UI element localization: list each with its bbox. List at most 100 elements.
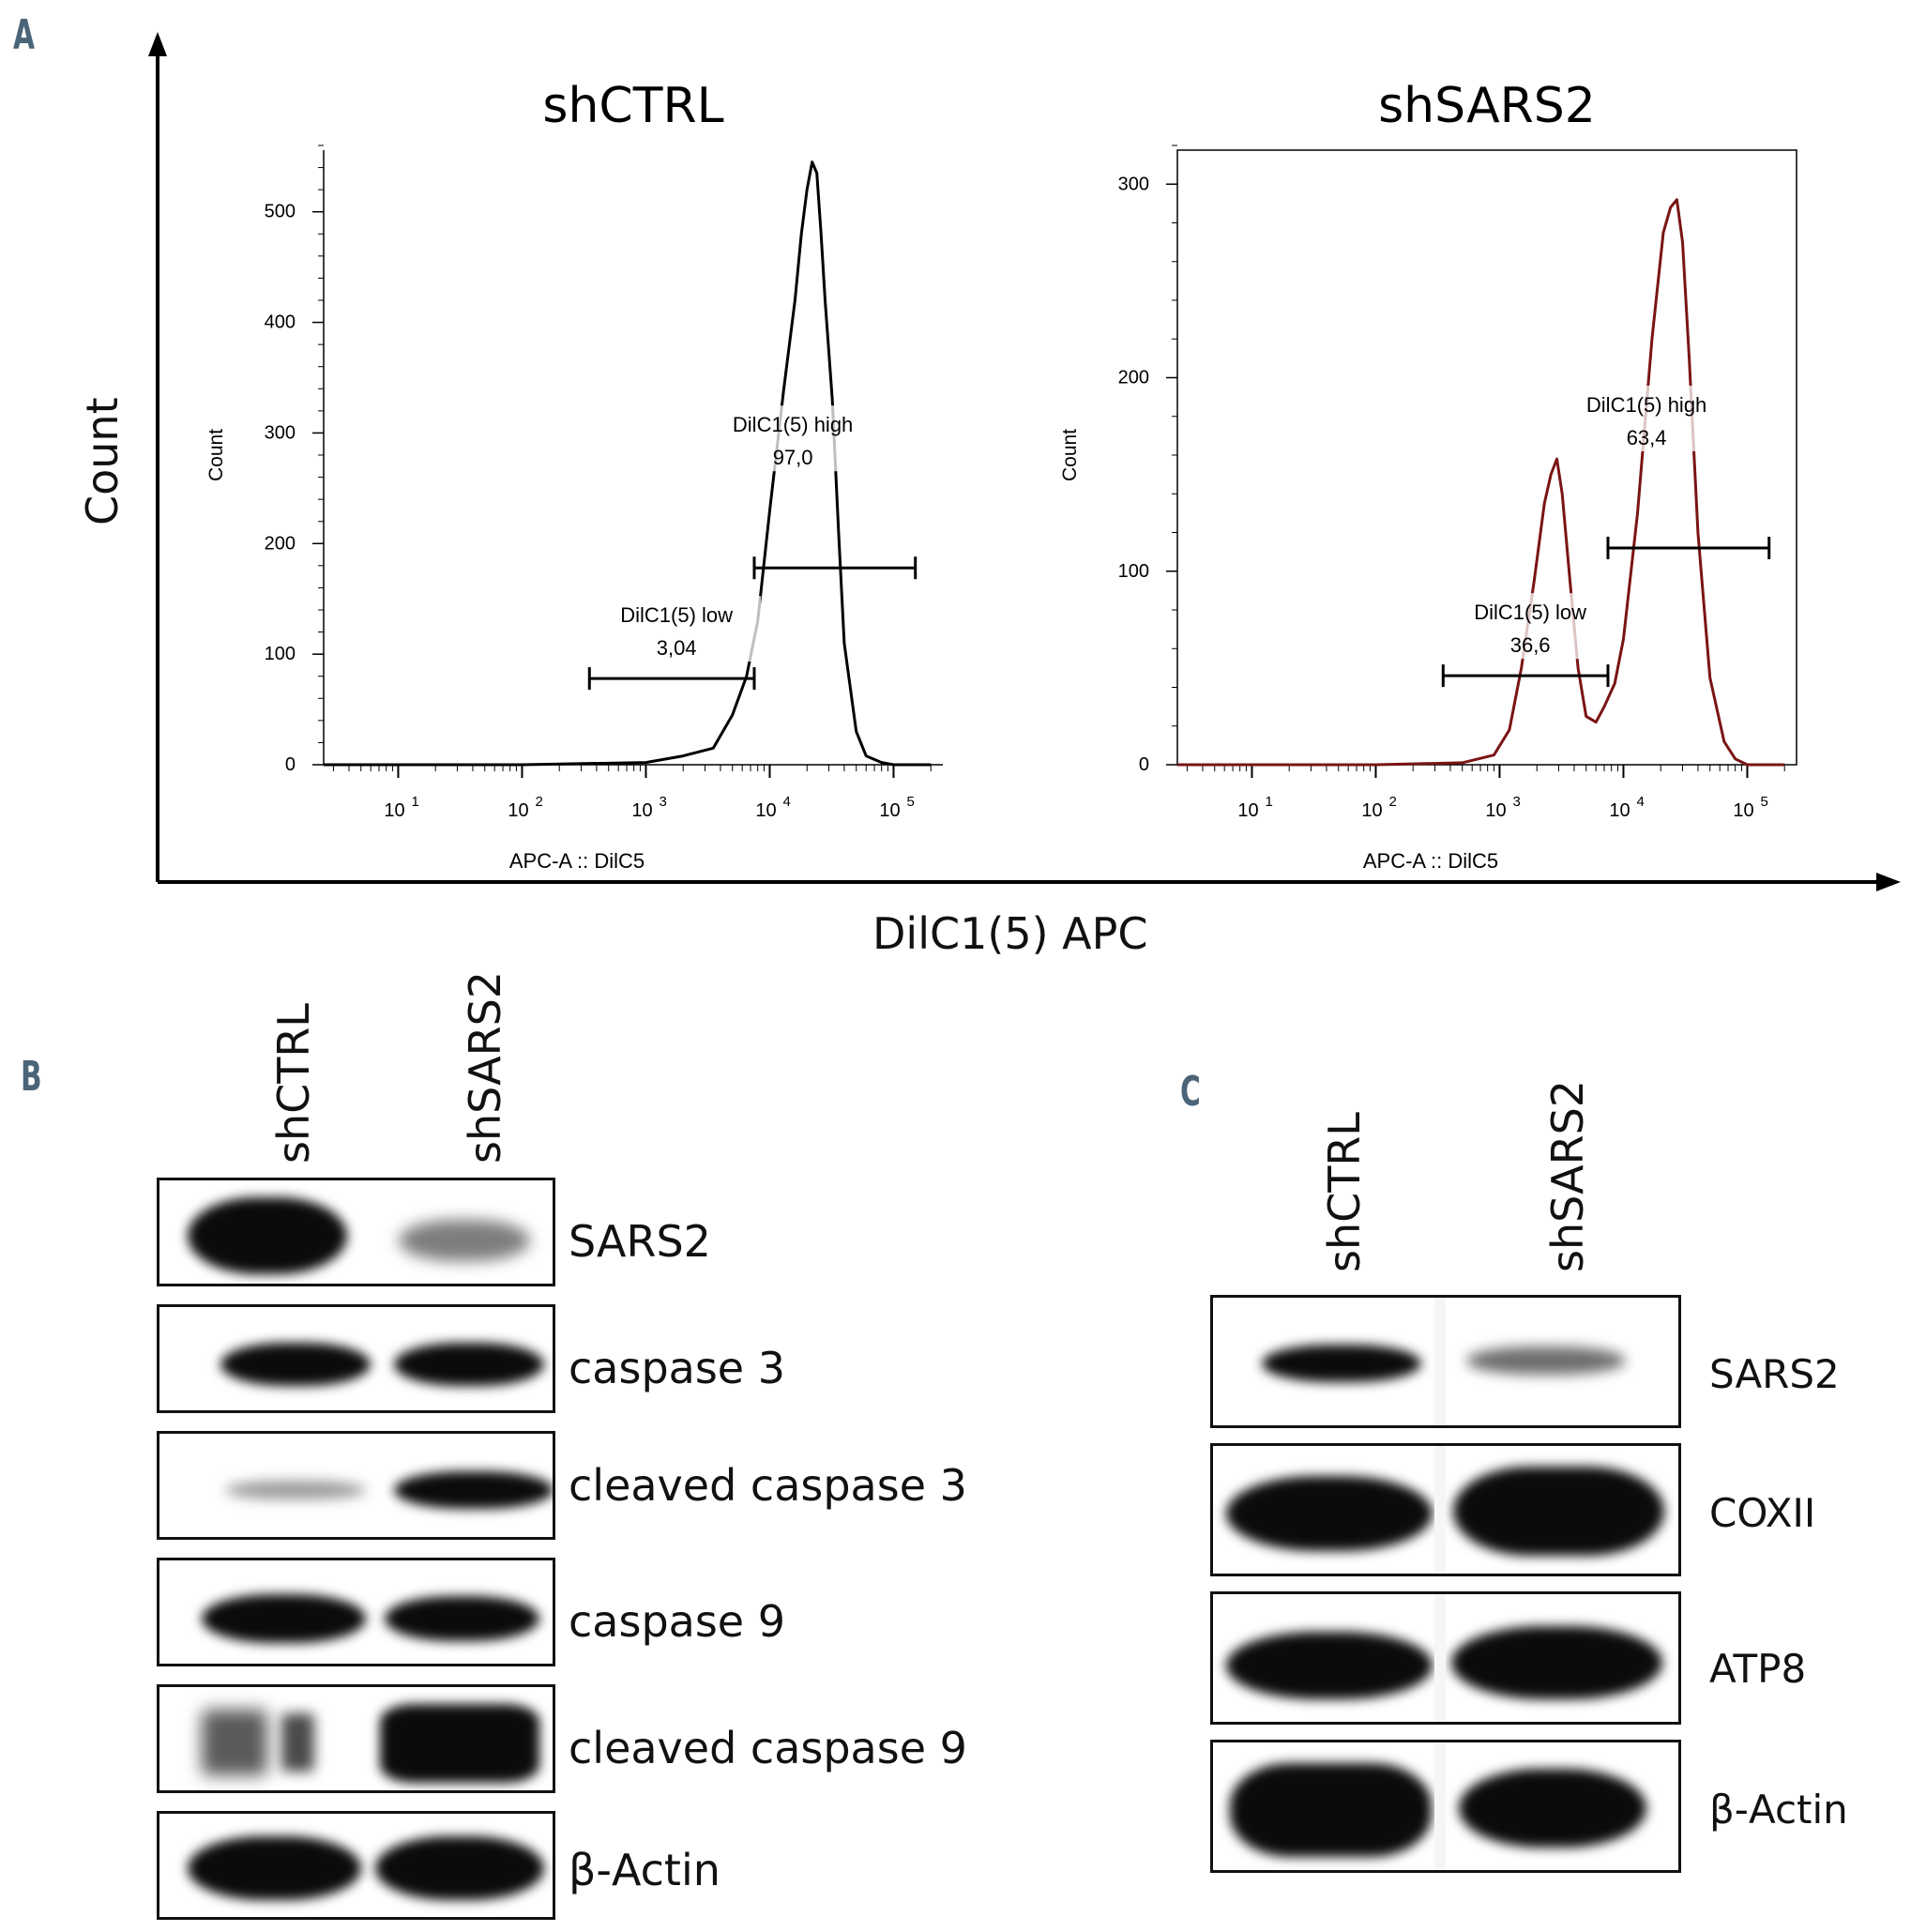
band [394,1343,544,1386]
band [188,1197,347,1274]
y-tick-label: 0 [1139,754,1149,775]
band [1466,1346,1626,1375]
outer-y-axis-label: Count [77,397,128,525]
band [394,1471,553,1509]
outer-x-axis-label: DilC1(5) APC [872,908,1148,959]
y-tick-label: 200 [265,533,296,554]
panel-letter-c: C [1180,1068,1201,1116]
y-tick-label: 100 [1118,561,1149,582]
y-axis-label: Count [205,429,227,481]
band [1226,1476,1433,1551]
band [1230,1763,1432,1857]
blot-c-label-atp8: ATP8 [1709,1646,1807,1692]
blot-c-label-coxii: COXII [1709,1490,1816,1536]
blot-b-sars2 [157,1178,555,1286]
histogram-shsars2: shSARS2 0 100 200 300 10 1 10 2 10 3 10 4 10 5 Count APC… [1059,80,1797,873]
band [220,1343,371,1386]
gate-name: DilC1(5) high [733,413,853,436]
x-tick-label: 10 [384,800,404,821]
blot-b-label-cleaved-caspase9: cleaved caspase 9 [569,1723,967,1773]
panel-b-lane-shctrl: shCTRL [268,1003,319,1164]
x-tick-exponent: 3 [659,794,666,810]
blot-b-caspase3 [157,1304,555,1413]
panel-c-lane-shsars2: shSARS2 [1542,1079,1593,1272]
blot-c-sars2 [1210,1295,1681,1428]
x-tick-exponent: 3 [1512,794,1520,810]
x-tick-label: 10 [1609,800,1630,821]
band [1226,1632,1433,1699]
blot-c-label-beta-actin: β-Actin [1709,1787,1848,1833]
blot-b-label-sars2: SARS2 [569,1216,711,1267]
gate-value: 3,04 [657,636,697,660]
x-axis-label: APC-A :: DilC5 [509,849,645,873]
chart-title: shCTRL [542,80,723,134]
lane-splice-divider [1434,1446,1446,1574]
blot-c-coxii [1210,1443,1681,1576]
y-axis-label: Count [1059,429,1081,481]
y-tick-label: 0 [285,754,296,775]
histogram-line [1177,198,1785,767]
band [188,1836,361,1900]
panel-letter-a: A [13,11,35,59]
blot-b-beta-actin [157,1811,555,1920]
y-tick-label: 100 [265,644,296,664]
y-tick-label: 300 [1118,174,1149,194]
x-tick-exponent: 4 [782,794,790,810]
blot-b-label-cleaved-caspase3: cleaved caspase 3 [569,1460,967,1511]
y-tick-label: 300 [265,422,296,443]
blot-b-caspase9 [157,1558,555,1666]
lane-splice-divider [1434,1298,1446,1425]
gate-name: DilC1(5) high [1586,393,1706,417]
gate-label-background [1446,593,1615,660]
plot-frame [1176,149,1797,766]
band [202,1594,366,1643]
x-tick-exponent: 1 [411,794,418,810]
y-tick-label: 200 [1118,368,1149,388]
panel-letter-b: B [21,1053,42,1101]
blot-c-atp8 [1210,1591,1681,1725]
band [375,1836,544,1900]
x-tick-label: 10 [755,800,776,821]
panel-a-outer-axes [148,32,1901,891]
blot-c-label-sars2: SARS2 [1709,1351,1840,1397]
x-tick-label: 10 [1361,800,1382,821]
band [399,1220,530,1261]
x-tick-label: 10 [508,800,528,821]
gate-label-background [592,596,762,662]
x-tick-label: 10 [1237,800,1258,821]
band [1453,1467,1664,1556]
band [380,1704,539,1783]
x-tick-exponent: 2 [535,794,542,810]
blot-b-label-caspase9: caspase 9 [569,1596,785,1647]
histogram-line [324,160,932,767]
gate-name: DilC1(5) low [1474,601,1586,624]
band [225,1481,366,1499]
x-tick-exponent: 1 [1265,794,1272,810]
x-tick-label: 10 [1485,800,1506,821]
x-tick-label: 10 [879,800,900,821]
gate-name: DilC1(5) low [620,603,733,627]
band [281,1713,314,1772]
x-tick-exponent: 2 [1388,794,1396,810]
band [1451,1626,1662,1699]
blot-b-label-caspase3: caspase 3 [569,1343,785,1393]
gate-label-background [708,405,878,472]
band [202,1710,267,1775]
gate-value: 97,0 [773,446,813,469]
chart-title: shSARS2 [1378,80,1596,134]
gate-value: 63,4 [1627,426,1667,449]
blot-c-beta-actin [1210,1740,1681,1873]
band [1459,1769,1646,1848]
lane-splice-divider [1434,1742,1446,1870]
blot-b-cleaved-caspase9 [157,1684,555,1793]
panel-b-lane-shsars2: shSARS2 [460,970,510,1164]
x-tick-exponent: 4 [1636,794,1644,810]
panel-c-lane-shctrl: shCTRL [1319,1112,1370,1272]
gate-label-background [1562,386,1732,451]
x-tick-label: 10 [631,800,652,821]
x-tick-exponent: 5 [906,794,914,810]
lane-splice-divider [1434,1594,1446,1722]
band [385,1596,539,1641]
x-axis-label: APC-A :: DilC5 [1363,849,1498,873]
y-tick-label: 500 [265,202,296,222]
